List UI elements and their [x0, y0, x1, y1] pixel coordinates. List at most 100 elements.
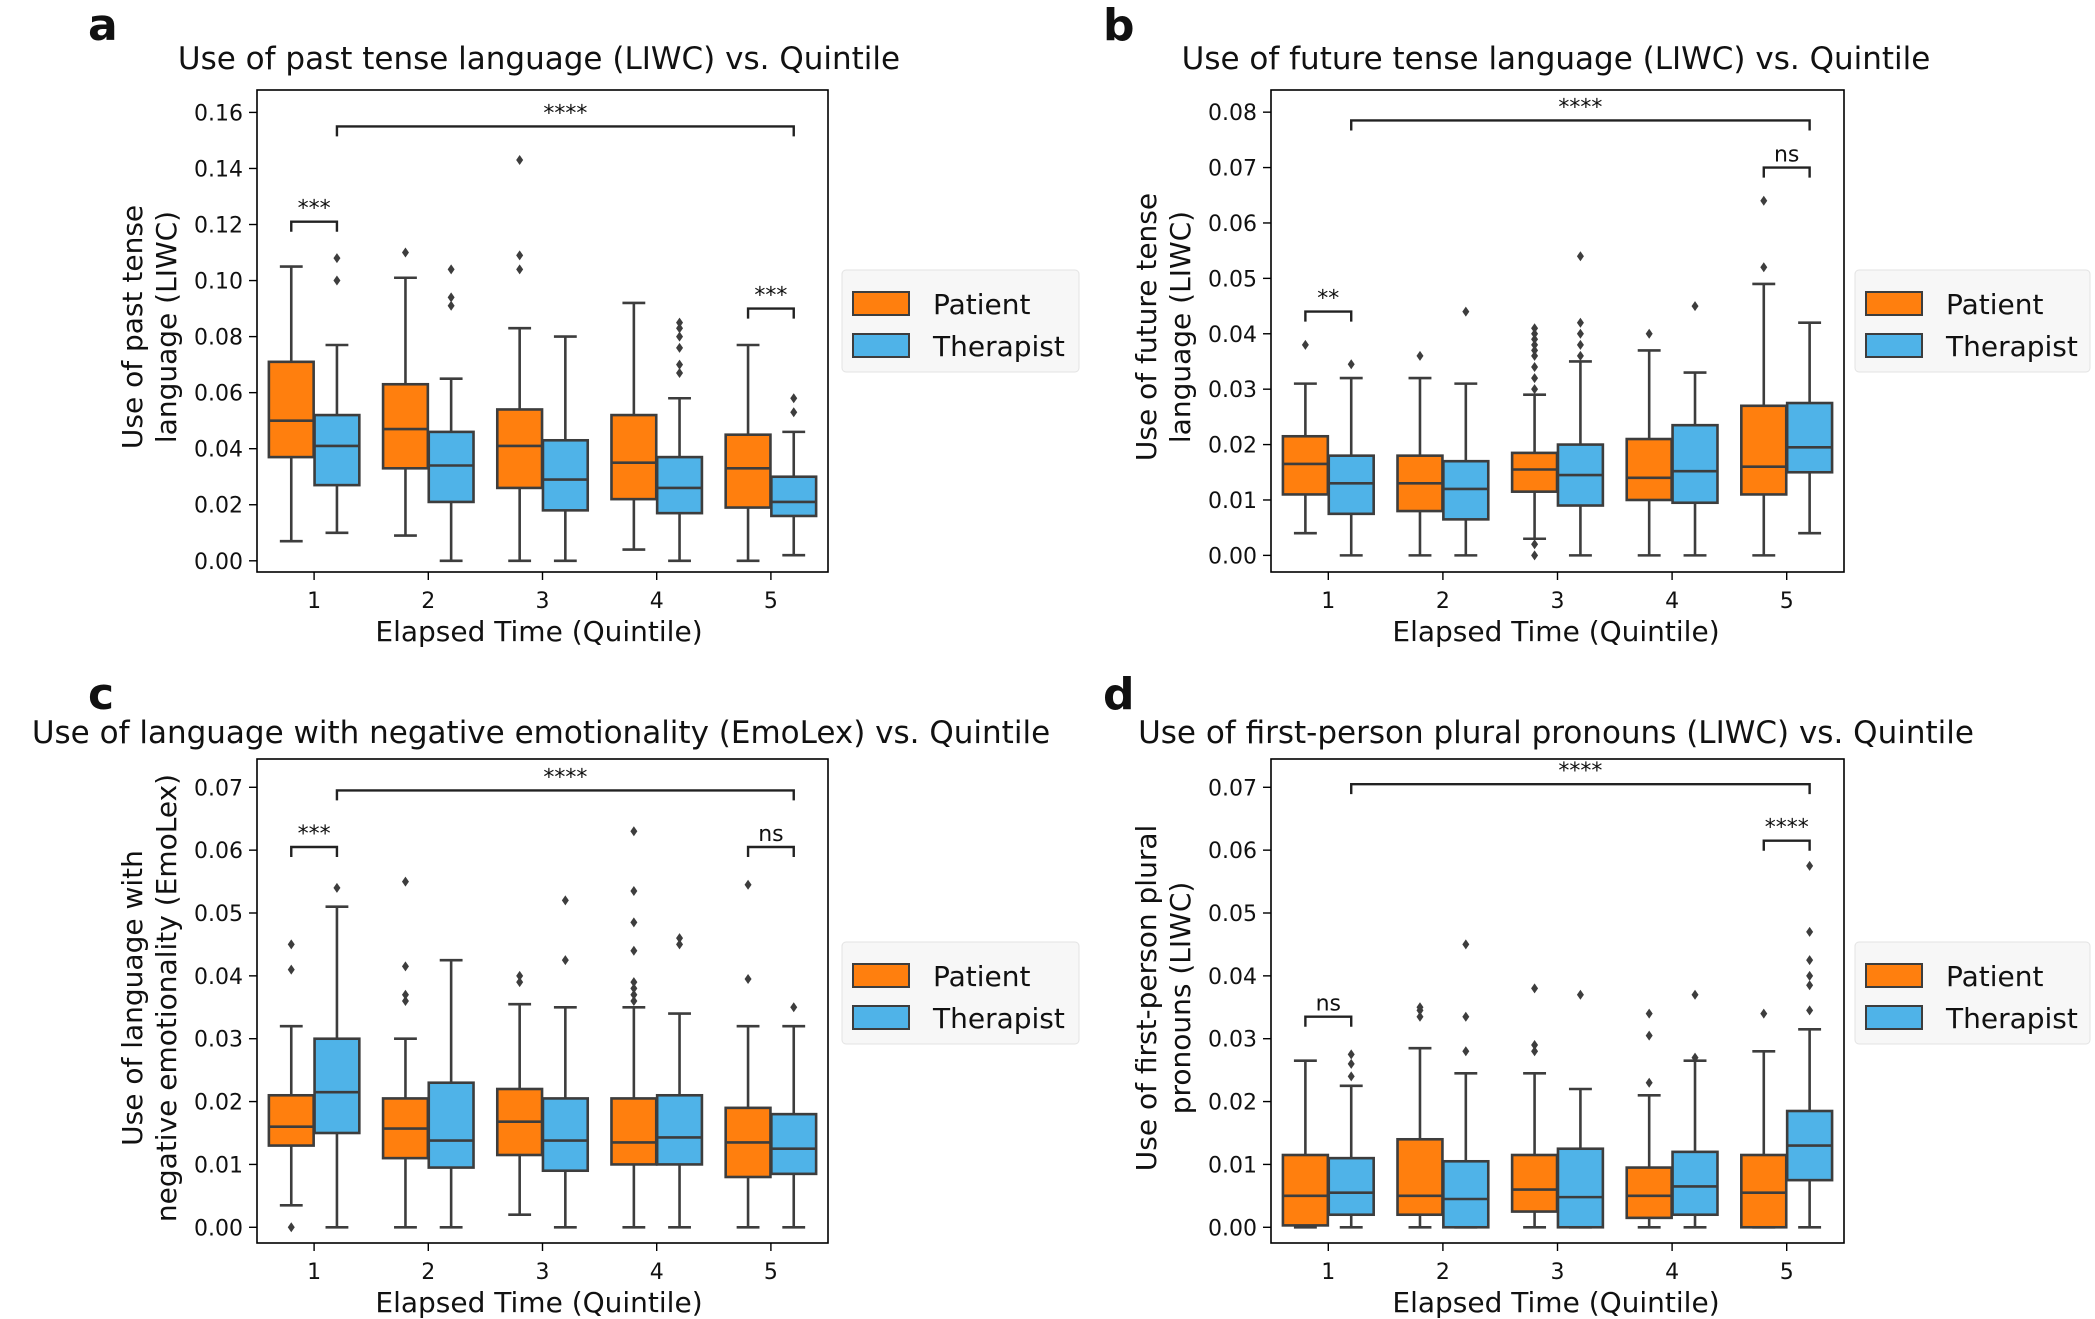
box-flier-point: [1806, 980, 1814, 991]
box-flier-point: [1531, 539, 1539, 550]
box-flier-point: [676, 342, 684, 353]
box-flier-point: [1531, 328, 1539, 339]
plot-area: 0.00 0.01 0.02 0.03 0.04 0.05 0.06 0.07 1 2 3 4 5 ***…: [194, 758, 829, 1285]
panel-title: Use of future tense language (LIWC) vs. …: [1182, 41, 1931, 77]
legend-swatch-therapist: [852, 333, 910, 358]
box-iqr-patient: [1510, 1153, 1559, 1213]
box-flier-point: [630, 826, 638, 837]
x-tick-label: 4: [1665, 1260, 1679, 1285]
box-flier-point: [287, 1222, 295, 1233]
panel-letter-b: b: [1103, 0, 1135, 51]
box-iqr-patient: [610, 1097, 658, 1166]
significance-bracket: [290, 220, 339, 232]
y-tick-label: 0.06: [1208, 839, 1257, 864]
box-flier-point: [1576, 350, 1584, 361]
significance-bracket: [335, 125, 795, 137]
plot-area: 0.00 0.01 0.02 0.03 0.04 0.05 0.06 0.07 1 2 3 4 5 ***…: [1208, 758, 1845, 1285]
box-flier-point: [1576, 328, 1584, 339]
y-tick-label: 0.04: [1208, 323, 1257, 348]
significance-bracket: [746, 307, 795, 319]
y-tick-label: 0.07: [194, 776, 243, 801]
significance-label: ns: [1316, 992, 1341, 1017]
box-flier-point: [1531, 1040, 1539, 1050]
box-flier-point: [1462, 1046, 1470, 1057]
box-flier-point: [447, 292, 455, 303]
box-iqr-therapist: [655, 1093, 704, 1166]
box-flier-point: [333, 275, 341, 286]
box-flier-point: [790, 393, 798, 404]
y-tick-label: 0.07: [1208, 776, 1257, 801]
legend: Patient Therapist: [1854, 941, 2091, 1045]
box-flier-point: [1806, 955, 1814, 966]
panel-a: a Use of past tense language (LIWC) vs. …: [88, 0, 1080, 648]
y-tick-label: 0.08: [194, 326, 243, 351]
box-iqr-patient: [1740, 1153, 1788, 1229]
x-axis-label: Elapsed Time (Quintile): [1392, 1286, 1719, 1319]
y-axis-label-line-1: Use of language with: [116, 850, 149, 1146]
panel-d: d Use of first-person plural pronouns (L…: [1103, 669, 2091, 1319]
y-tick-label: 0.08: [1208, 101, 1257, 126]
x-axis-label: Elapsed Time (Quintile): [1392, 615, 1719, 648]
y-axis-label-line-1: Use of first-person plural: [1130, 825, 1163, 1172]
box-flier-point: [676, 939, 684, 950]
panel-title: Use of first-person plural pronouns (LIW…: [1138, 715, 1974, 751]
x-tick-label: 1: [1321, 1260, 1335, 1285]
y-tick-label: 0.03: [194, 1028, 243, 1053]
legend-swatch-patient: [1865, 963, 1923, 988]
x-tick-label: 5: [1780, 589, 1794, 614]
y-tick-label: 0.05: [194, 902, 243, 927]
box-flier-point: [1347, 1058, 1355, 1069]
legend: Patient Therapist: [841, 269, 1080, 373]
plot-area: 0.00 0.01 0.02 0.03 0.04 0.05 0.06 0.07 0.08 1 2 3 4…: [1208, 89, 1845, 614]
legend-swatch-therapist: [1865, 1005, 1923, 1030]
panel-letter-d: d: [1103, 669, 1135, 720]
box-flier-point: [516, 977, 524, 988]
box-flier-point: [1531, 345, 1539, 356]
y-tick-label: 0.12: [194, 214, 243, 239]
box-flier-point: [630, 917, 638, 928]
y-tick-label: 0.00: [194, 550, 243, 575]
box-flier-point: [401, 876, 409, 887]
box-flier-point: [1462, 1011, 1470, 1022]
panel-letter-a: a: [88, 0, 118, 51]
box-iqr-therapist: [1442, 1159, 1490, 1229]
panel-c: c Use of language with negative emotiona…: [32, 669, 1080, 1319]
legend-label-therapist: Therapist: [1945, 330, 2078, 363]
box-flier-point: [1691, 989, 1699, 1000]
x-tick-label: 3: [1551, 589, 1565, 614]
box-flier-point: [561, 895, 569, 906]
x-tick-label: 2: [421, 1260, 435, 1285]
box-iqr-therapist: [1785, 401, 1834, 474]
box-flier-point: [744, 974, 752, 984]
box-flier-point: [1645, 328, 1653, 339]
box-iqr-patient: [267, 360, 315, 459]
box-iqr-patient: [1281, 434, 1330, 496]
significance-label: ***: [754, 284, 787, 309]
box-iqr-patient: [1625, 1166, 1673, 1220]
box-iqr-patient: [381, 382, 430, 470]
box-iqr-patient: [724, 433, 772, 509]
box-flier-point: [1576, 339, 1584, 350]
y-tick-label: 0.04: [194, 438, 243, 463]
box-flier-point: [1691, 1052, 1699, 1063]
significance-label: ****: [1765, 816, 1809, 841]
box-flier-point: [1531, 350, 1539, 361]
x-tick-label: 3: [536, 1260, 550, 1285]
box-flier-point: [744, 879, 752, 890]
box-iqr-therapist: [770, 475, 818, 518]
x-axis-label: Elapsed Time (Quintile): [375, 1286, 702, 1319]
box-iqr-therapist: [427, 1081, 475, 1169]
y-tick-label: 0.06: [1208, 212, 1257, 237]
significance-bracket: [746, 845, 795, 857]
significance-label: ****: [1558, 759, 1602, 784]
legend-swatch-therapist: [852, 1005, 910, 1030]
box-flier-point: [790, 1002, 798, 1013]
box-iqr-patient: [1740, 404, 1788, 496]
box-flier-point: [630, 996, 638, 1006]
box-iqr-patient: [267, 1093, 315, 1147]
box-iqr-patient: [1281, 1153, 1330, 1227]
box-iqr-therapist: [1327, 454, 1375, 516]
significance-bracket: [1304, 1015, 1353, 1027]
significance-bracket: [1350, 119, 1811, 131]
